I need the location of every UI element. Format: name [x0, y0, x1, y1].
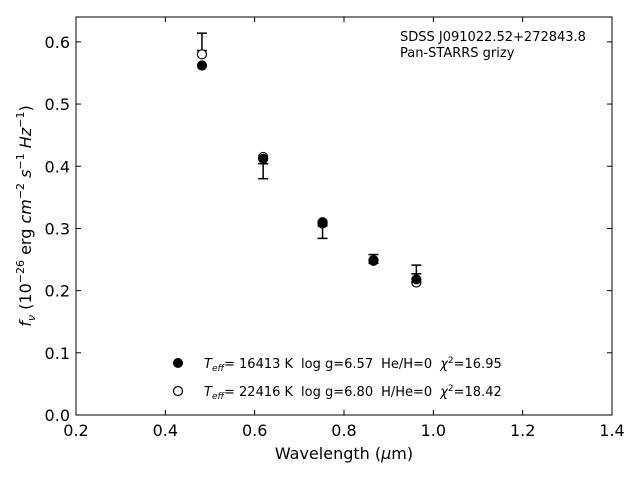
model-point-filled	[411, 274, 422, 285]
y-tick-label: 0.0	[45, 406, 70, 425]
model-point-filled	[317, 217, 328, 228]
x-tick-label: 1.2	[510, 421, 535, 440]
x-tick-label: 1.0	[421, 421, 446, 440]
x-axis-title: Wavelength (μm)	[275, 444, 413, 463]
y-tick-label: 0.3	[45, 219, 70, 238]
x-tick-label: 0.6	[242, 421, 267, 440]
x-tick-label: 0.8	[331, 421, 356, 440]
x-tick-label: 0.4	[153, 421, 178, 440]
error-bars	[196, 32, 422, 275]
y-tick-label: 0.1	[45, 344, 70, 363]
plot-frame	[75, 16, 613, 416]
annotation-line-2: Pan-STARRS grizy	[400, 46, 515, 61]
model-point-filled	[258, 153, 269, 164]
model-point-filled	[368, 255, 379, 266]
model-point-open	[196, 49, 208, 60]
annotation-line-1: SDSS J091022.52+272843.8	[400, 30, 586, 45]
model-point-filled	[196, 60, 208, 71]
x-tick-label: 0.2	[63, 421, 88, 440]
x-tick-label: 1.4	[599, 421, 624, 440]
legend-marker-open	[172, 385, 184, 397]
y-tick-label: 0.2	[45, 282, 70, 301]
y-tick-label: 0.4	[45, 157, 70, 176]
y-tick-label: 0.6	[45, 33, 70, 52]
axis-ticks: 0.2 0.4 0.6 0.8 1.0 1.2 1.4 0.0 0.1 0.2 0.3 0.4 0.5 0…	[45, 17, 625, 440]
y-tick-label: 0.5	[45, 95, 70, 114]
data-points	[196, 49, 422, 288]
y-axis-title: fν (10−26 erg cm−2 s−1 Hz−1)	[14, 105, 38, 326]
legend-marker-filled	[173, 358, 183, 368]
